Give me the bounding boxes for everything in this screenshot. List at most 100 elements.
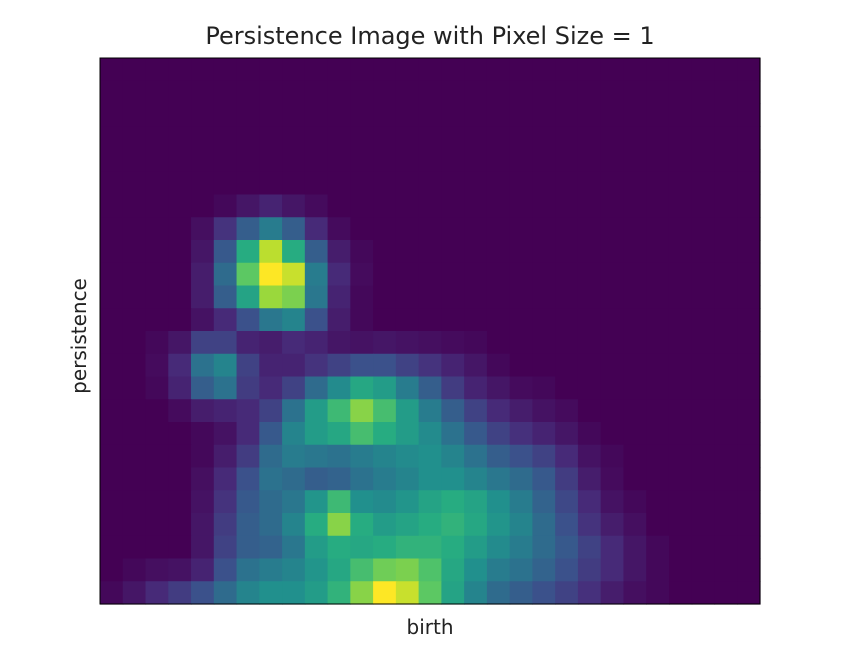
heatmap-cell (304, 353, 329, 378)
heatmap-cell (577, 103, 602, 127)
heatmap-cell (236, 80, 260, 105)
heatmap-cell (555, 376, 579, 400)
heatmap-cell (236, 353, 260, 378)
heatmap-cell (464, 194, 488, 218)
heatmap-cell (555, 308, 579, 332)
heatmap-cell (122, 399, 147, 423)
heatmap-cell (373, 331, 397, 355)
heatmap-cell (714, 331, 738, 355)
heatmap-cell (327, 149, 351, 173)
heatmap-cell (100, 490, 124, 514)
heatmap-cell (350, 422, 374, 446)
heatmap-cell (282, 171, 306, 196)
heatmap-cell (737, 285, 761, 309)
heatmap-cell (691, 399, 716, 423)
heatmap-cell (191, 103, 215, 127)
heatmap-cell (213, 103, 238, 127)
heatmap-cell (714, 490, 738, 514)
heatmap-cell (691, 194, 716, 218)
heatmap-cell (395, 126, 420, 150)
heatmap-cell (623, 444, 647, 469)
heatmap-cell (304, 376, 329, 400)
heatmap-cell (145, 240, 169, 264)
heatmap-cell (646, 58, 670, 82)
heatmap-cell (668, 240, 693, 264)
heatmap-cell (577, 399, 602, 423)
heatmap-cell (168, 399, 192, 423)
heatmap-cell (555, 240, 579, 264)
heatmap-cell (441, 285, 465, 309)
heatmap-cell (737, 467, 761, 491)
heatmap-cell (100, 331, 124, 355)
heatmap-cell (668, 467, 693, 491)
heatmap-cell (100, 376, 124, 400)
heatmap-cell (213, 467, 238, 491)
heatmap-cell (168, 149, 192, 173)
heatmap-cell (373, 262, 397, 287)
heatmap-cell (486, 513, 511, 537)
heatmap-cell (236, 171, 260, 196)
heatmap-cell (191, 331, 215, 355)
heatmap-cell (395, 376, 420, 400)
heatmap-cell (122, 262, 147, 287)
heatmap-cell (509, 80, 534, 105)
heatmap-cell (600, 308, 625, 332)
heatmap-cell (646, 581, 670, 605)
heatmap-cell (350, 171, 374, 196)
heatmap-cell (122, 422, 147, 446)
heatmap-cell (282, 535, 306, 560)
heatmap-cell (373, 217, 397, 241)
heatmap-cell (646, 171, 670, 196)
heatmap-cell (145, 467, 169, 491)
heatmap-cell (373, 240, 397, 264)
heatmap-cell (486, 217, 511, 241)
heatmap-cell (236, 194, 260, 218)
heatmap-cell (668, 558, 693, 582)
heatmap-cell (464, 217, 488, 241)
heatmap-cell (168, 467, 192, 491)
heatmap-cell (213, 308, 238, 332)
heatmap-cell (191, 376, 215, 400)
heatmap-cell (418, 194, 442, 218)
heatmap-cell (327, 80, 351, 105)
heatmap-cell (213, 422, 238, 446)
heatmap-cell (623, 331, 647, 355)
heatmap-cell (122, 194, 147, 218)
heatmap-cell (304, 194, 329, 218)
heatmap-cell (191, 467, 215, 491)
heatmap-cell (145, 308, 169, 332)
heatmap-cell (373, 194, 397, 218)
heatmap-cell (532, 422, 556, 446)
heatmap-cell (668, 353, 693, 378)
heatmap-cell (168, 581, 192, 605)
heatmap-cell (555, 467, 579, 491)
heatmap-cell (509, 353, 534, 378)
heatmap-cell (486, 80, 511, 105)
heatmap-cell (395, 558, 420, 582)
heatmap-cell (418, 422, 442, 446)
heatmap-cell (373, 535, 397, 560)
heatmap-cell (100, 467, 124, 491)
heatmap-cell (395, 262, 420, 287)
heatmap-cell (668, 581, 693, 605)
heatmap-cell (441, 126, 465, 150)
heatmap-cell (145, 103, 169, 127)
heatmap-cell (145, 581, 169, 605)
heatmap-cell (145, 353, 169, 378)
heatmap-cell (418, 126, 442, 150)
heatmap-cell (555, 422, 579, 446)
heatmap-cell (259, 535, 283, 560)
heatmap-cell (373, 467, 397, 491)
heatmap-cell (145, 149, 169, 173)
heatmap-cell (191, 240, 215, 264)
heatmap-cell (236, 535, 260, 560)
heatmap-cell (577, 376, 602, 400)
heatmap-cell (259, 58, 283, 82)
heatmap-cell (577, 149, 602, 173)
heatmap-cell (395, 422, 420, 446)
heatmap-cell (213, 513, 238, 537)
heatmap-cell (532, 217, 556, 241)
heatmap-cell (259, 422, 283, 446)
heatmap-cell (213, 535, 238, 560)
heatmap-cell (236, 126, 260, 150)
